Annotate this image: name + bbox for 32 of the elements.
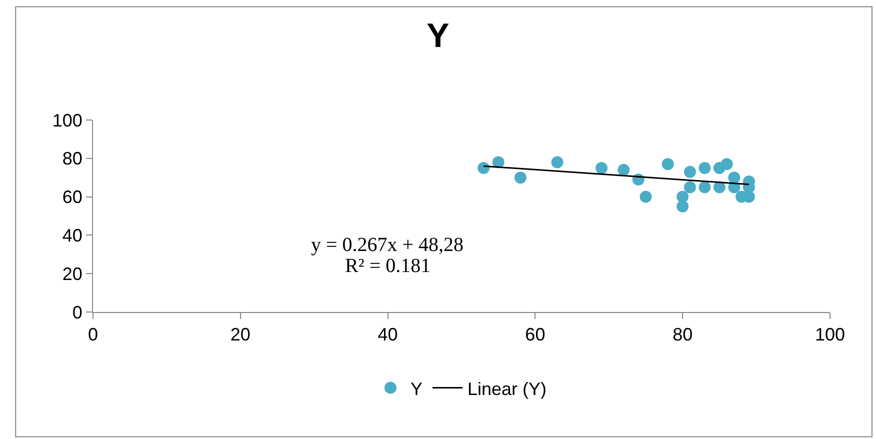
point xyxy=(596,162,608,174)
point xyxy=(720,158,733,170)
y-tick-label: 60 xyxy=(62,187,82,208)
annotation: R² = 0.181 xyxy=(345,255,431,277)
point xyxy=(478,162,490,174)
x-tick-label: 80 xyxy=(672,324,693,345)
point xyxy=(492,156,504,168)
y-tick-label: 100 xyxy=(52,110,82,130)
y-tick-label: 80 xyxy=(62,148,82,169)
point xyxy=(698,162,711,174)
point xyxy=(698,181,711,194)
y-tick-label: 20 xyxy=(62,264,82,284)
chart-title: Y xyxy=(426,17,450,56)
point xyxy=(640,190,652,203)
annotation: y = 0.267x + 48,28 xyxy=(311,234,464,256)
x-tick-label: 60 xyxy=(525,324,546,345)
point xyxy=(514,172,526,184)
legend-label: Y xyxy=(410,378,423,399)
x-tick-label: 100 xyxy=(814,324,846,345)
y-tick-label: 0 xyxy=(72,302,82,322)
point xyxy=(676,200,689,212)
point xyxy=(684,181,696,194)
x-tick-label: 0 xyxy=(88,324,98,345)
point xyxy=(662,158,674,170)
legend-label: Linear (Y) xyxy=(468,378,547,399)
point xyxy=(551,156,564,168)
y-tick-label: 40 xyxy=(62,226,82,246)
x-tick-label: 20 xyxy=(230,324,250,345)
point xyxy=(684,166,696,178)
point xyxy=(618,164,630,176)
x-tick-label: 40 xyxy=(378,324,398,345)
point xyxy=(728,172,740,184)
